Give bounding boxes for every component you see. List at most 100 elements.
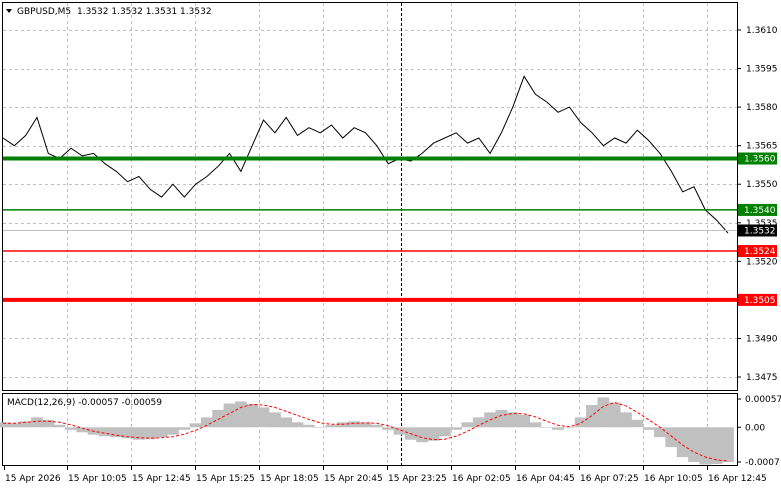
macd-bar	[608, 402, 621, 428]
macd-bar	[642, 427, 655, 430]
macd-bar	[280, 417, 293, 428]
macd-bar	[269, 412, 281, 428]
green-level-upper-tag-label: 1.3560	[744, 155, 776, 165]
macd-bar	[518, 414, 530, 428]
grid-lines	[3, 3, 737, 465]
price-line	[2, 75, 729, 234]
macd-tick-label: 0.00	[745, 423, 765, 433]
macd-bar	[699, 427, 712, 465]
price-tick-label: 1.3580	[746, 103, 778, 113]
macd-bar	[155, 427, 168, 438]
macd-bar	[0, 422, 9, 428]
macd-bar	[212, 409, 225, 428]
macd-bar	[688, 427, 700, 462]
macd-signal-line	[3, 401, 729, 462]
macd-bar	[382, 427, 394, 430]
macd-bar	[325, 424, 338, 428]
macd-bar	[722, 427, 734, 462]
macd-bar	[574, 417, 587, 428]
time-tick-label: 15 Apr 18:05	[260, 474, 319, 484]
macd-bar	[631, 419, 644, 428]
triangle-down-icon[interactable]	[6, 9, 12, 13]
macd-bar	[348, 421, 361, 428]
macd-bar	[291, 422, 304, 428]
current-price-tag	[738, 224, 777, 237]
macd-bar	[223, 403, 236, 428]
time-axis: 15 Apr 2026 15 Apr 10:05 15 Apr 12:45 15 Ap…	[4, 466, 767, 484]
macd-bar	[42, 419, 55, 428]
macd-bar	[65, 427, 77, 430]
macd-bar	[144, 427, 157, 440]
macd-bar	[597, 397, 610, 428]
macd-bar	[257, 407, 270, 428]
macd-bar	[461, 422, 474, 428]
macd-bar	[563, 427, 576, 428]
macd-bar	[540, 427, 553, 428]
price-tick-label: 1.3610	[746, 26, 778, 36]
horizontal-levels: 1.3560 1.3540 1.3532 1.3524 1.3505	[3, 152, 777, 306]
time-tick-label: 16 Apr 04:45	[516, 474, 575, 484]
price-tick-label: 1.3520	[746, 257, 778, 267]
macd-bar	[302, 424, 315, 428]
macd-panel-frame	[2, 393, 738, 466]
time-tick-label: 16 Apr 02:05	[452, 474, 511, 484]
macd-bar	[472, 417, 485, 428]
macd-tick-label: 0.00057	[745, 395, 781, 405]
macd-bar	[178, 427, 191, 430]
time-tick-label: 15 Apr 2026	[5, 474, 61, 484]
red-level-upper-tag	[738, 245, 777, 258]
macd-bar	[189, 423, 202, 428]
macd-axis: 0.00057 0.00 -0.0007	[737, 395, 781, 468]
macd-bar	[586, 405, 598, 428]
macd-tick-label: -0.0007	[745, 458, 780, 468]
green-level-lower-tag	[738, 203, 777, 216]
price-tick-label: 1.3565	[746, 142, 778, 152]
time-tick-label: 16 Apr 12:45	[708, 474, 767, 484]
price-panel-frame	[2, 2, 738, 391]
time-tick-label: 15 Apr 20:45	[324, 474, 383, 484]
macd-bar	[665, 427, 678, 448]
price-tick-label: 1.3490	[746, 334, 778, 344]
macd-bar	[710, 427, 723, 464]
macd-bar	[53, 424, 66, 428]
time-tick-label: 15 Apr 12:45	[132, 474, 191, 484]
red-level-lower-tag-label: 1.3505	[744, 296, 776, 306]
macd-bar	[450, 427, 462, 430]
green-level-upper-tag	[738, 152, 777, 165]
red-level-lower-tag	[738, 293, 777, 306]
macd-bar	[438, 427, 451, 437]
macd-bar	[314, 427, 327, 428]
macd-bar	[76, 427, 89, 433]
macd-bar	[110, 427, 123, 438]
time-tick-label: 15 Apr 15:25	[196, 474, 255, 484]
price-tick-label: 1.3595	[746, 65, 778, 75]
macd-bar	[506, 412, 519, 428]
macd-bar	[370, 424, 383, 428]
macd-bar	[552, 427, 564, 430]
time-tick-label: 15 Apr 10:05	[68, 474, 127, 484]
macd-bar	[529, 422, 542, 428]
macd-bar	[99, 427, 111, 437]
symbol-label: GBPUSD,M5	[17, 7, 71, 17]
macd-title: MACD(12,26,9) -0.00057 -0.00059	[7, 398, 162, 408]
price-tick-label: 1.3475	[746, 373, 778, 383]
red-level-upper-tag-label: 1.3524	[744, 247, 776, 257]
macd-histogram	[0, 397, 734, 465]
macd-bar	[201, 417, 213, 428]
macd-bar	[19, 421, 32, 428]
price-tick-label: 1.3550	[746, 180, 778, 190]
macd-bar	[416, 427, 428, 443]
macd-bar	[235, 401, 247, 428]
current-price-tag-label: 1.3532	[744, 226, 776, 236]
macd-bar	[246, 404, 259, 428]
time-tick-label: 15 Apr 23:25	[388, 474, 447, 484]
macd-bar	[427, 427, 440, 441]
macd-bar	[393, 427, 406, 435]
macd-bar	[359, 422, 372, 428]
ohlc-values: 1.3532 1.3532 1.3531 1.3532	[77, 7, 212, 17]
macd-bar	[133, 427, 145, 440]
macd-bar	[167, 427, 179, 435]
macd-bar	[676, 427, 689, 458]
macd-bar	[495, 409, 508, 428]
